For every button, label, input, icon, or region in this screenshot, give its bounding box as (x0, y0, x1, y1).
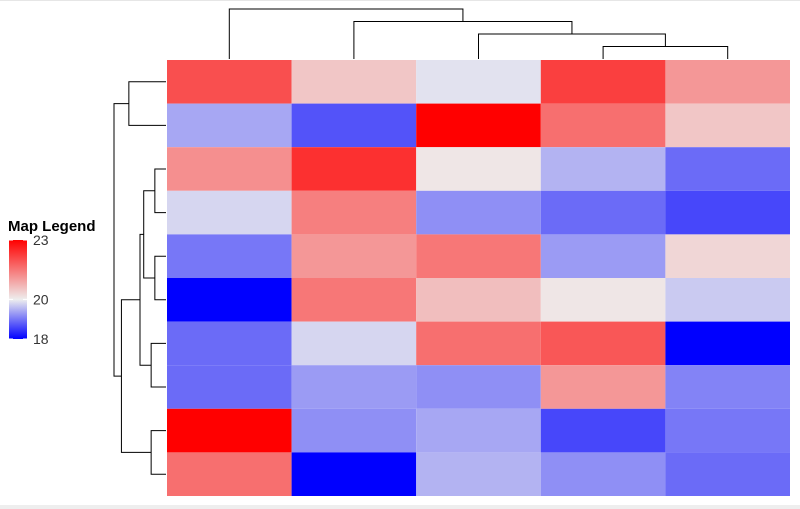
heatmap-cell-r5-c4 (665, 278, 790, 322)
heatmap-cell-r6-c2 (416, 321, 541, 366)
column-dendrogram-branch-2 (353, 21, 573, 59)
legend-tick-label: 23 (33, 232, 49, 248)
heatmap-cell-r7-c0 (167, 365, 292, 409)
heatmap-cell-r0-c0 (167, 60, 292, 104)
row-dendrogram-branch-7 (120, 299, 152, 453)
legend-ticks: 23 20 18 (9, 232, 49, 347)
heatmap-cell-r1-c2 (416, 103, 541, 148)
row-dendrogram-branch-5 (139, 233, 152, 366)
heatmap-cell-r0-c3 (540, 60, 666, 104)
heatmap-cell-r6-c1 (291, 321, 417, 366)
heatmap-cell-r4-c2 (416, 234, 541, 278)
heatmap-cell-r3-c2 (416, 190, 541, 235)
top-border (0, 0, 800, 1)
heatmap-cell-r9-c3 (540, 452, 666, 496)
bottom-border (0, 505, 800, 509)
heatmap-cell-r3-c3 (540, 190, 666, 235)
heatmap-cell-r2-c2 (416, 147, 541, 191)
heatmap-cell-r5-c1 (291, 278, 417, 322)
color-legend: Map Legend 23 20 18 (8, 218, 96, 347)
column-dendrogram-branch-0 (602, 46, 729, 59)
heatmap-cell-r2-c4 (665, 147, 790, 191)
heatmap-cell-r3-c1 (291, 190, 417, 235)
heatmap-cell-r7-c3 (540, 365, 666, 409)
heatmap-cell-r2-c0 (167, 147, 292, 191)
heatmap-cell-r9-c4 (665, 452, 790, 496)
heatmap-cell-r8-c0 (167, 408, 292, 453)
heatmap-cell-r3-c0 (167, 190, 292, 235)
heatmap-cell-r7-c2 (416, 365, 541, 409)
row-dendrogram-branch-0 (128, 81, 166, 126)
row-dendrogram-branch-1 (154, 168, 166, 214)
heatmap-cells (167, 60, 790, 496)
heatmap-cell-r1-c1 (291, 103, 417, 148)
row-dendrogram-branch-8 (113, 103, 129, 377)
heatmap-cell-r8-c4 (665, 408, 790, 453)
heatmap-cell-r4-c3 (540, 234, 666, 278)
heatmap-cell-r2-c1 (291, 147, 417, 191)
heatmap-cell-r8-c2 (416, 408, 541, 453)
heatmap-cell-r6-c4 (665, 321, 790, 366)
heatmap-cell-r9-c2 (416, 452, 541, 496)
heatmap-cell-r1-c0 (167, 103, 292, 148)
heatmap-cell-r6-c0 (167, 321, 292, 366)
heatmap-cell-r3-c4 (665, 190, 790, 235)
heatmap-cell-r2-c3 (540, 147, 666, 191)
legend-title: Map Legend (8, 218, 96, 235)
heatmap-cell-r1-c3 (540, 103, 666, 148)
column-dendrogram (228, 8, 729, 59)
legend-color-bar (9, 240, 27, 339)
row-dendrogram-branch-2 (154, 255, 166, 301)
heatmap-cell-r5-c0 (167, 278, 292, 322)
heatmap-cell-r4-c0 (167, 234, 292, 278)
heatmap-cell-r0-c1 (291, 60, 417, 104)
heatmap-cell-r4-c1 (291, 234, 417, 278)
heatmap-cell-r1-c4 (665, 103, 790, 148)
row-dendrogram-branch-6 (150, 430, 166, 475)
heatmap-cell-r6-c3 (540, 321, 666, 366)
heatmap-cell-r0-c4 (665, 60, 790, 104)
heatmap-cell-r0-c2 (416, 60, 541, 104)
heatmap-cell-r7-c1 (291, 365, 417, 409)
row-dendrogram-branch-3 (150, 342, 166, 388)
heatmap-cell-r5-c2 (416, 278, 541, 322)
row-dendrogram (113, 81, 166, 475)
legend-tick-label: 20 (33, 291, 49, 307)
heatmap-cell-r7-c4 (665, 365, 790, 409)
column-dendrogram-branch-3 (228, 8, 464, 59)
heatmap-cell-r4-c4 (665, 234, 790, 278)
legend-tick-label: 18 (33, 331, 49, 347)
heatmap-cell-r8-c3 (540, 408, 666, 453)
heatmap-cell-r5-c3 (540, 278, 666, 322)
row-dendrogram-branch-4 (143, 190, 155, 279)
heatmap-cell-r9-c1 (291, 452, 417, 496)
heatmap-cell-r8-c1 (291, 408, 417, 453)
heatmap-cell-r9-c0 (167, 452, 292, 496)
